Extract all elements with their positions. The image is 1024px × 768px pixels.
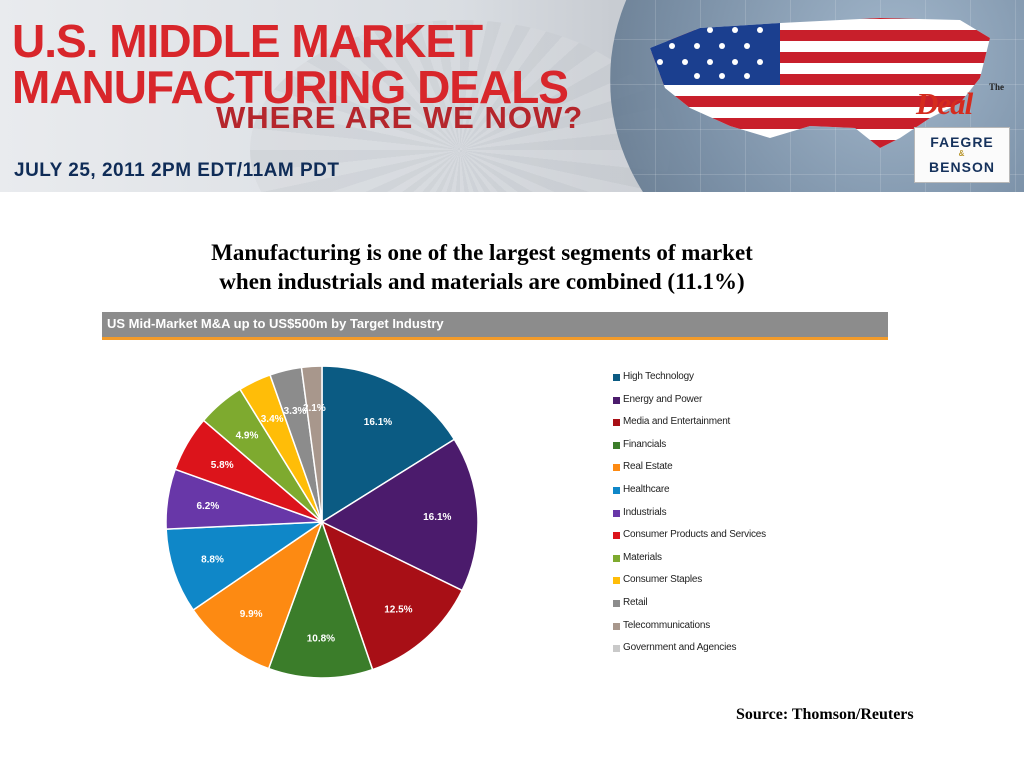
pie-slice-label: 10.8% [307, 633, 335, 644]
chart-title: US Mid-Market M&A up to US$500m by Targe… [107, 316, 444, 331]
pie-slice-media-and-entertainment [320, 520, 464, 671]
legend-swatch [613, 487, 620, 494]
pie-slice-healthcare [165, 521, 325, 612]
banner-title-line1: U.S. MIDDLE MARKET [12, 15, 483, 67]
legend-swatch [613, 600, 620, 607]
legend-label: Healthcare [623, 484, 670, 495]
the-deal-logo: Deal The [914, 82, 1010, 122]
deal-logo-the: The [988, 82, 1004, 92]
pie-slice-label: 8.8% [201, 555, 224, 566]
source-note: Source: Thomson/Reuters [736, 706, 914, 723]
legend-label: High Technology [623, 371, 694, 382]
pie-slice-label: 4.9% [236, 430, 259, 441]
legend-swatch [613, 396, 620, 404]
legend-swatch [613, 645, 620, 653]
pie-slice-label: 5.8% [211, 460, 234, 471]
pie-slice-label: 3.3% [284, 406, 307, 417]
legend-swatch [613, 464, 620, 472]
legend-swatch [613, 374, 620, 381]
legend-label: Financials [623, 438, 667, 450]
deal-logo-text: Deal [916, 86, 973, 121]
banner-date: JULY 25, 2011 2PM EDT/11AM PDT [14, 160, 340, 181]
headline-line1: Manufacturing is one of the largest segm… [211, 240, 753, 265]
legend-swatch [613, 441, 620, 449]
legend-label: Telecommunications [623, 619, 710, 631]
pie-slice-real-estate [192, 520, 324, 670]
legend-swatch [613, 509, 620, 517]
legend-label: Energy and Power [623, 393, 703, 405]
us-flag-map-graphic [650, 18, 990, 148]
headline-line2: when industrials and materials are combi… [219, 269, 745, 294]
pie-slice-label: 16.1% [364, 417, 392, 428]
banner-subtitle: WHERE ARE WE NOW? [216, 100, 584, 135]
pie-slice-label: 2.1% [303, 403, 326, 414]
pie-slice-label: 6.2% [196, 501, 219, 512]
banner-title-line2: MANUFACTURING DEALS [12, 61, 569, 113]
pie-slice-label: 16.1% [423, 512, 451, 523]
pie-slice-telecommunications [300, 365, 323, 523]
legend-swatch [613, 419, 620, 427]
legend-label: Consumer Products and Services [623, 529, 766, 541]
legend-label: Real Estate [623, 461, 673, 473]
legend-swatch [613, 532, 620, 540]
legend-swatch [613, 577, 620, 585]
pie-slice-energy-and-power [320, 438, 479, 592]
faegre-text: FAEGRE [930, 134, 994, 150]
pie-slice-high-technology [321, 365, 456, 524]
chart-title-bar: US Mid-Market M&A up to US$500m by Targe… [102, 312, 888, 340]
legend-label: Media and Entertainment [623, 416, 731, 428]
pie-slice-label: 3.4% [261, 414, 284, 425]
legend-label: Materials [623, 551, 662, 563]
ampersand-text: & [958, 149, 966, 158]
header-banner: U.S. MIDDLE MARKET MANUFACTURING DEALS W… [0, 0, 1024, 192]
legend-label: Consumer Staples [623, 574, 703, 586]
legend-swatch [613, 554, 620, 562]
faegre-benson-logo: FAEGRE & BENSON [914, 127, 1010, 183]
pie-slice-financials [267, 519, 374, 679]
legend-label: Government and Agencies [623, 642, 737, 654]
legend-label: Retail [623, 597, 648, 608]
legend-label: Industrials [623, 506, 667, 518]
legend-swatch [613, 622, 620, 630]
pie-slice-label: 12.5% [384, 605, 412, 616]
slide-headline: Manufacturing is one of the largest segm… [0, 238, 964, 296]
pie-slice-label: 9.9% [240, 609, 263, 620]
benson-text: BENSON [929, 159, 995, 175]
